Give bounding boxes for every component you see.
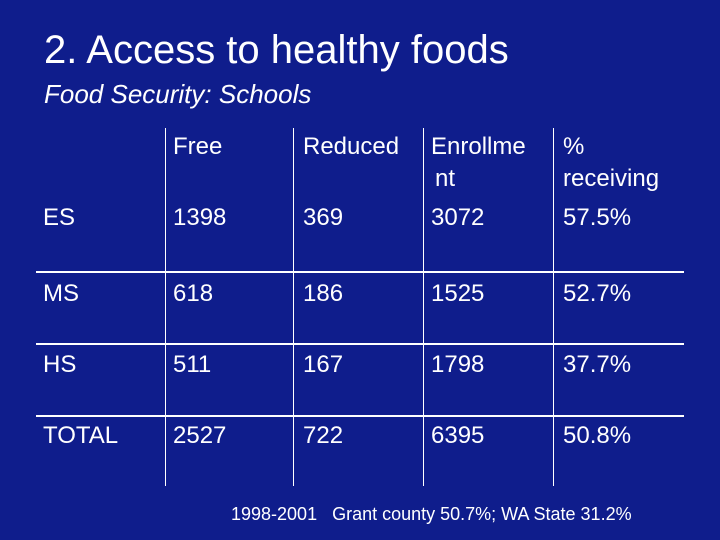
cell-ms-enrollment: 1525 [431, 280, 485, 307]
food-security-table: Free Reduced Enrollme nt % receiving ES … [36, 128, 684, 486]
column-divider [165, 128, 166, 486]
cell-ms-reduced: 186 [303, 280, 344, 307]
cell-ms-percent: 52.7% [563, 280, 632, 307]
column-divider [423, 128, 424, 486]
row-label-total: TOTAL [43, 422, 119, 449]
cell-total-free: 2527 [173, 422, 227, 449]
cell-hs-enrollment: 1798 [431, 351, 485, 378]
cell-hs-reduced: 167 [303, 351, 344, 378]
slide-subtitle: Food Security: Schools [44, 79, 312, 109]
row-divider [36, 415, 684, 417]
header-enrollment: Enrollme nt [431, 131, 549, 195]
cell-total-enrollment: 6395 [431, 422, 485, 449]
cell-es-percent: 57.5% [563, 204, 632, 231]
row-label-es: ES [43, 204, 76, 231]
cell-es-enrollment: 3072 [431, 204, 485, 231]
cell-es-reduced: 369 [303, 204, 344, 231]
cell-hs-percent: 37.7% [563, 351, 632, 378]
row-divider [36, 343, 684, 345]
cell-es-free: 1398 [173, 204, 227, 231]
column-divider [293, 128, 294, 486]
cell-total-percent: 50.8% [563, 422, 632, 449]
header-percent-line-2: receiving [563, 165, 660, 192]
column-divider [553, 128, 554, 486]
row-divider [36, 271, 684, 273]
slide-title: 2. Access to healthy foods [44, 28, 509, 72]
header-enrollment-line-1: Enrollme [431, 133, 526, 160]
cell-total-reduced: 722 [303, 422, 344, 449]
header-enrollment-line-2: nt [434, 165, 455, 192]
cell-ms-free: 618 [173, 280, 214, 307]
row-label-hs: HS [43, 351, 77, 378]
header-percent-line-1: % [563, 133, 585, 160]
cell-hs-free: 511 [173, 351, 212, 378]
footnote: 1998-2001 Grant county 50.7%; WA State 3… [231, 504, 632, 524]
header-free: Free [173, 133, 223, 160]
header-reduced: Reduced [303, 133, 400, 160]
row-label-ms: MS [43, 280, 79, 307]
header-percent-receiving: % receiving [563, 131, 659, 195]
